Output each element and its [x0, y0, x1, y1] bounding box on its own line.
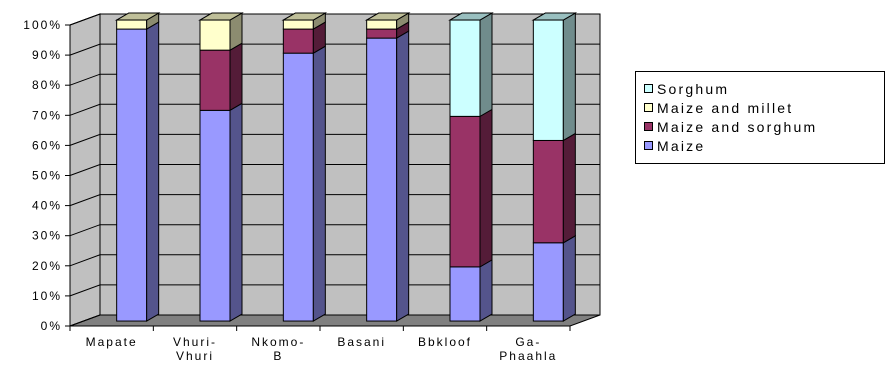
gridline	[69, 284, 600, 297]
legend-swatch	[644, 141, 653, 150]
bar-segment-side	[146, 21, 160, 322]
bar-segment	[282, 28, 314, 54]
x-tick-label-line: Bbkloof	[418, 335, 472, 349]
legend-label: Maize	[657, 137, 706, 154]
legend-item: Maize and sorghum	[644, 118, 817, 135]
y-tick-label: 70%	[32, 108, 62, 122]
x-tick-labels: Mapate Vhuri-Vhuri Nkomo-B Basani Bbkloof Ga-…	[69, 326, 571, 363]
bar-stack	[198, 12, 244, 322]
bar-top	[114, 12, 161, 21]
bar-segment	[199, 49, 231, 111]
x-tick-label: Nkomo-B	[251, 335, 305, 363]
bar-segment-side	[562, 12, 576, 142]
bar-top	[198, 12, 244, 21]
y-tick-label: 30%	[32, 229, 62, 243]
y-tick-label: 100%	[23, 18, 62, 32]
bar-segment-side	[229, 42, 243, 112]
y-tick-label: 40%	[32, 199, 62, 213]
bar-segment-side	[479, 12, 493, 118]
bar-segment	[116, 28, 148, 322]
x-tick-label-line: B	[273, 349, 283, 363]
bar-top	[531, 12, 578, 21]
bar-stack	[448, 12, 494, 322]
bar-segment-side	[479, 108, 493, 268]
gridline	[69, 194, 600, 207]
x-tick-label: Basani	[337, 335, 386, 349]
gridline	[69, 133, 600, 146]
gridline	[69, 43, 600, 56]
x-tick-label: Ga-Phaahla	[499, 335, 557, 363]
legend-item: Maize and millet	[644, 99, 793, 116]
y-tick-label: 80%	[32, 78, 62, 92]
bar-segment	[532, 139, 564, 244]
legend-item: Maize	[644, 137, 705, 154]
x-tick-label-line: Phaahla	[499, 349, 557, 363]
bar-segment	[449, 115, 481, 268]
bar-segment	[532, 242, 564, 322]
bar-segment-side	[479, 258, 493, 322]
bar-segment-side	[312, 45, 326, 322]
y-tick-label: 50%	[32, 169, 62, 183]
y-tick-label: 60%	[32, 138, 62, 152]
bar-segment	[366, 37, 398, 322]
y-tick-labels: 0% 10% 20% 30% 40% 50% 60% 70% 80% 90% 100%	[23, 18, 70, 333]
bar-stack	[281, 12, 328, 322]
y-tick-label: 10%	[32, 289, 62, 303]
bar-stack	[114, 12, 161, 322]
bar-top	[364, 12, 411, 21]
legend-swatch	[644, 122, 653, 131]
legend: Sorghum Maize and millet Maize and sorghum…	[635, 71, 885, 164]
bar-segment-side	[562, 234, 576, 322]
bar-segment	[282, 52, 314, 322]
legend-label: Maize and millet	[657, 99, 794, 116]
x-tick-label-line: Vhuri	[176, 349, 214, 363]
legend-item: Sorghum	[644, 80, 729, 97]
legend-label: Sorghum	[657, 80, 730, 97]
bar-stack	[531, 12, 578, 322]
gridline	[69, 164, 600, 176]
bar-stack	[364, 12, 411, 322]
gridline	[69, 314, 600, 327]
bar-segment	[199, 19, 231, 51]
gridline	[69, 73, 600, 86]
bar-segment	[116, 19, 148, 30]
x-tick-label-line: Mapate	[86, 335, 138, 349]
gridline	[69, 103, 600, 116]
gridline	[69, 224, 600, 237]
bar-top	[281, 12, 328, 21]
legend-swatch	[644, 103, 653, 112]
x-tick-label-line: Basani	[337, 335, 386, 349]
bar-segment	[366, 19, 398, 30]
x-tick-label-line: Ga-	[515, 335, 541, 349]
y-tick-label: 0%	[41, 319, 62, 333]
legend-label: Maize and sorghum	[657, 118, 818, 135]
bar-segment	[282, 19, 314, 30]
x-tick-label: Bbkloof	[418, 335, 472, 349]
x-tick-label-line: Vhuri-	[173, 335, 217, 349]
x-tick-label-line: Nkomo-	[251, 335, 305, 349]
bar-segment-side	[562, 132, 576, 244]
bar-segment	[366, 28, 398, 39]
bar-segment	[532, 19, 564, 141]
bar-segment-side	[396, 30, 410, 322]
bar-segment	[449, 19, 481, 117]
x-tick-label: Vhuri-Vhuri	[173, 335, 217, 363]
bar-segment	[449, 266, 481, 322]
bars	[114, 12, 578, 322]
x-tick-label: Mapate	[86, 335, 138, 349]
bar-segment	[199, 109, 231, 322]
gridline	[69, 254, 600, 267]
bar-segment-side	[229, 102, 243, 322]
y-tick-label: 20%	[32, 259, 62, 273]
y-tick-label: 90%	[32, 48, 62, 62]
gridline	[69, 13, 600, 26]
bar-top	[448, 12, 494, 21]
legend-swatch	[644, 84, 653, 93]
gridlines	[69, 13, 600, 327]
